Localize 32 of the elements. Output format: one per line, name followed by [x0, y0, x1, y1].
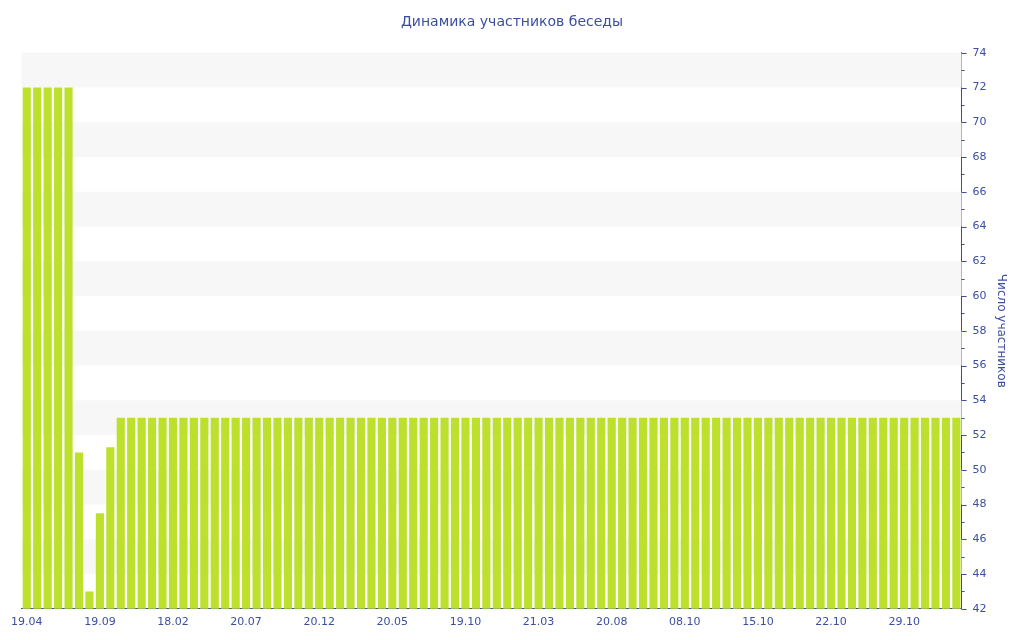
y-tick-label: 60	[972, 288, 987, 302]
x-tick-label: 29.10	[888, 615, 920, 629]
y-tick-label: 48	[972, 497, 987, 511]
x-tick-label: 20.07	[230, 615, 262, 629]
y-tick-label: 50	[972, 462, 987, 476]
y-axis-title: Число участников	[994, 273, 1009, 388]
y-tick-label: 64	[972, 219, 987, 233]
y-tick-label: 54	[972, 393, 987, 407]
x-tick-label: 22.10	[815, 615, 847, 629]
y-tick-label: 62	[972, 254, 987, 268]
x-tick-label: 20.05	[376, 615, 409, 629]
x-tick-label: 21.03	[522, 615, 555, 629]
x-tick-label: 20.08	[595, 615, 628, 629]
x-tick-label: 15.10	[742, 615, 774, 629]
x-tick-label: 08.10	[669, 615, 701, 629]
y-tick-label: 72	[972, 80, 987, 94]
y-tick-label: 44	[972, 566, 987, 580]
y-tick-label: 70	[972, 115, 987, 129]
y-tick-label: 58	[972, 323, 987, 337]
y-tick-label: 46	[972, 532, 987, 546]
y-tick-label: 42	[972, 601, 987, 615]
y-tick-label: 66	[972, 184, 987, 198]
x-tick-label: 19.09	[84, 615, 116, 629]
x-tick-label: 19.10	[449, 615, 482, 629]
y-tick-label: 56	[972, 358, 987, 372]
x-tick-label: 18.02	[157, 615, 189, 629]
x-tick-label: 19.04	[11, 615, 43, 629]
chart-title: Динамика участников беседы	[400, 13, 624, 30]
x-tick-label: 20.12	[303, 615, 335, 629]
y-tick-label: 68	[972, 149, 987, 163]
y-tick-label: 52	[972, 427, 987, 441]
y-tick-label: 74	[972, 45, 987, 59]
